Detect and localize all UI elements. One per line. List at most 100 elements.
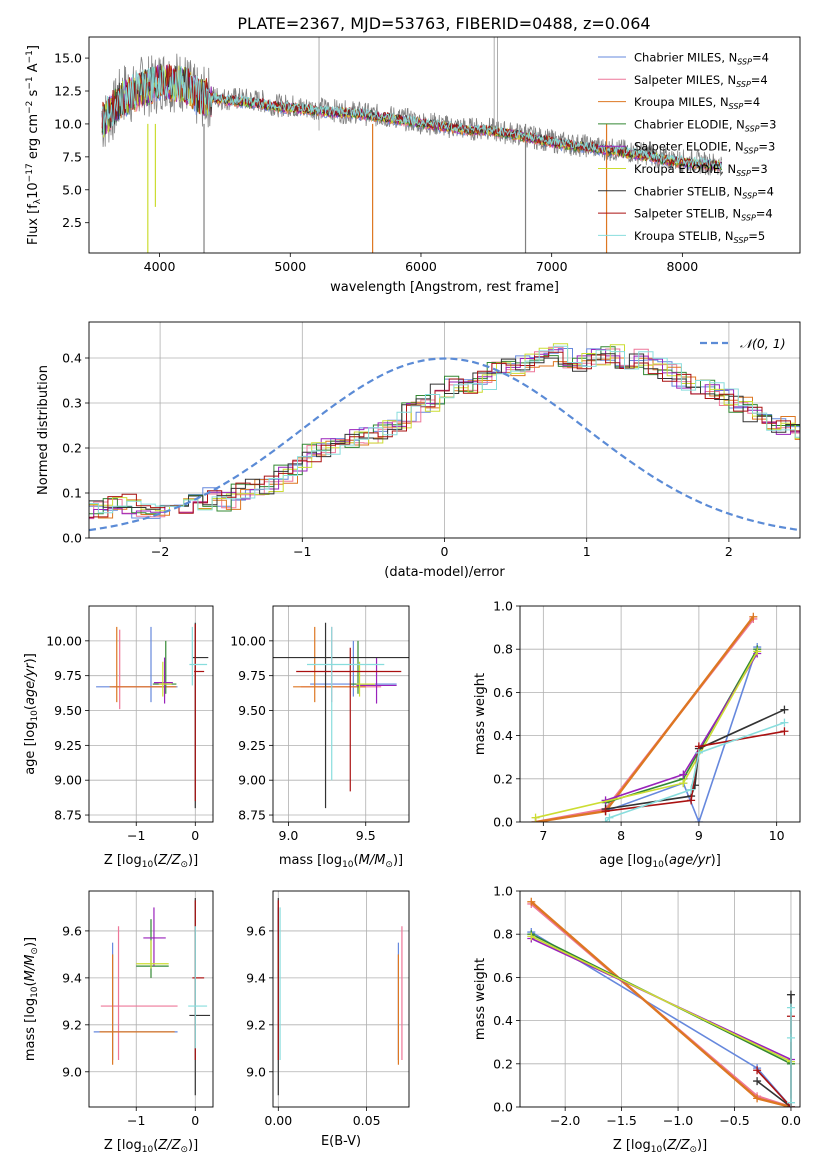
y-axis-label: Normed distribution <box>36 365 51 495</box>
residual-histogram <box>89 353 800 512</box>
x-tick-label: 5000 <box>274 259 306 274</box>
mass-weight-line <box>530 931 792 1107</box>
mass-weight-marker <box>753 1077 762 1086</box>
y-tick-label: 8.75 <box>54 808 82 823</box>
x-tick-label: 0 <box>191 828 199 843</box>
y-tick-label: 0.0 <box>493 1100 513 1115</box>
axes-frame <box>519 605 801 823</box>
y-tick-label: 0.0 <box>493 815 513 830</box>
y-tick-label: 7.5 <box>62 149 82 164</box>
x-tick-label: −2 <box>151 544 169 559</box>
y-tick-label: 0.4 <box>493 1013 513 1028</box>
y-tick-label: 0.2 <box>493 1056 513 1071</box>
x-tick-label: 0.0 <box>781 1113 801 1128</box>
axes-frame <box>519 890 801 1108</box>
mass-weight-line <box>535 646 758 822</box>
panel-age-vs-mass: 9.0 9.5 8.75 9.00 9.25 9.50 9.75 10.00 mass [log… <box>230 605 410 870</box>
x-tick-label: 8000 <box>666 259 698 274</box>
y-tick-label: 2.5 <box>62 215 82 230</box>
legend: Chabrier MILES, NSSP=4 Salpeter MILES, NS… <box>598 51 776 245</box>
y-tick-label: 0.4 <box>62 351 82 366</box>
x-tick-label: 0 <box>191 1113 199 1128</box>
y-tick-label: 9.50 <box>54 703 82 718</box>
x-tick-label: −1 <box>127 1113 145 1128</box>
legend-label: Kroupa ELODIE, NSSP=3 <box>634 162 768 178</box>
y-tick-label: 0.1 <box>62 486 82 501</box>
y-axis-label: age [log10(age/yr)] <box>23 653 40 775</box>
x-tick-label: −1 <box>293 544 311 559</box>
gaussian-reference-curve <box>89 357 800 532</box>
y-tick-label: 9.75 <box>238 668 266 683</box>
mass-weight-marker <box>753 647 762 656</box>
legend-label: Kroupa STELIB, NSSP=5 <box>634 229 765 245</box>
panel-mass-weight-vs-Z: −2.0 −1.5 −1.0 −0.5 0.0 0.0 0.2 0.4 0.6 0.8 1.0 Z [… <box>473 884 801 1156</box>
mass-weight-line <box>530 935 792 1063</box>
mass-weight-marker <box>531 813 540 822</box>
legend-label: Chabrier STELIB, NSSP=4 <box>634 184 774 200</box>
x-axis-label: Z [log10(Z/Z⊙)] <box>613 1138 707 1155</box>
x-axis-label: wavelength [Angstrom, rest frame] <box>330 280 559 295</box>
axes-frame <box>88 890 214 1108</box>
y-tick-label: 5.0 <box>62 182 82 197</box>
y-tick-label: 9.00 <box>238 773 266 788</box>
y-axis-label: Flux [fλ10−17 erg cm−2 s−1 A−1] <box>25 45 43 245</box>
x-tick-label: −0.5 <box>719 1113 749 1128</box>
y-tick-label: 1.0 <box>493 884 513 899</box>
panel-mass-vs-EBV: 0.00 0.05 9.0 9.2 9.4 9.6 E(B-V) <box>246 890 410 1149</box>
panel-residuals: −2 −1 0 1 2 0.0 0.1 0.2 0.3 0.4 (data-model)/error… <box>36 321 801 580</box>
plot-area <box>273 606 409 822</box>
x-tick-label: 0.00 <box>264 1113 292 1128</box>
x-tick-label: −2.0 <box>550 1113 580 1128</box>
residual-histogram <box>89 349 800 519</box>
y-tick-label: 0.4 <box>493 728 513 743</box>
x-axis-label: Z [log10(Z/Z⊙)] <box>104 1138 198 1155</box>
y-tick-label: 10.00 <box>230 633 266 648</box>
figure-title: PLATE=2367, MJD=53763, FIBERID=0488, z=0… <box>237 14 650 33</box>
mass-weight-marker <box>753 1066 762 1075</box>
mass-weight-marker <box>786 1033 795 1042</box>
x-axis-label: E(B-V) <box>321 1134 361 1149</box>
y-tick-label: 9.6 <box>246 923 266 938</box>
y-tick-label: 9.0 <box>62 1064 82 1079</box>
legend-label: 𝒩(0, 1) <box>740 336 786 351</box>
y-tick-label: 0.6 <box>493 685 513 700</box>
legend-label: Chabrier MILES, NSSP=4 <box>634 51 769 67</box>
mass-weight-marker <box>753 1094 762 1103</box>
y-tick-label: 0.2 <box>62 441 82 456</box>
mass-weight-marker <box>786 990 795 999</box>
plot-area <box>89 606 213 822</box>
y-tick-label: 9.25 <box>238 738 266 753</box>
x-tick-label: 10 <box>769 828 785 843</box>
residual-histogram <box>89 343 800 512</box>
x-tick-label: 7 <box>539 828 547 843</box>
y-tick-label: 9.75 <box>54 668 82 683</box>
plot-area <box>89 891 213 1107</box>
axes-frame <box>272 890 410 1108</box>
y-tick-label: 9.4 <box>62 970 82 985</box>
panel-age-vs-Z: −1 0 8.75 9.00 9.25 9.50 9.75 10.00 Z [log10(Z/Z… <box>23 605 214 870</box>
x-tick-label: 9.5 <box>356 828 376 843</box>
y-axis-label: mass weight <box>473 673 488 755</box>
y-tick-label: 9.4 <box>246 970 266 985</box>
legend-label: Kroupa MILES, NSSP=4 <box>634 95 760 111</box>
y-tick-label: 9.25 <box>54 738 82 753</box>
mass-weight-marker <box>780 705 789 714</box>
mass-weight-marker <box>786 1003 795 1012</box>
plot-area <box>520 606 800 822</box>
mass-weight-marker <box>694 818 703 822</box>
y-tick-label: 9.6 <box>62 923 82 938</box>
legend: 𝒩(0, 1) <box>700 336 786 351</box>
legend-label: Salpeter ELODIE, NSSP=3 <box>634 140 775 156</box>
x-axis-label: (data-model)/error <box>384 565 505 580</box>
y-tick-label: 1.0 <box>493 599 513 614</box>
y-tick-label: 9.50 <box>238 703 266 718</box>
mass-weight-marker <box>687 785 696 794</box>
x-tick-label: −1 <box>127 828 145 843</box>
y-tick-label: 9.2 <box>62 1017 82 1032</box>
x-tick-label: 2 <box>725 544 733 559</box>
mass-weight-marker <box>749 612 758 621</box>
mass-weight-marker <box>605 813 614 822</box>
panel-mass-weight-vs-age: 7 8 9 10 0.0 0.2 0.4 0.6 0.8 1.0 age [log10(age/yr… <box>473 599 801 870</box>
y-tick-label: 0.6 <box>493 970 513 985</box>
